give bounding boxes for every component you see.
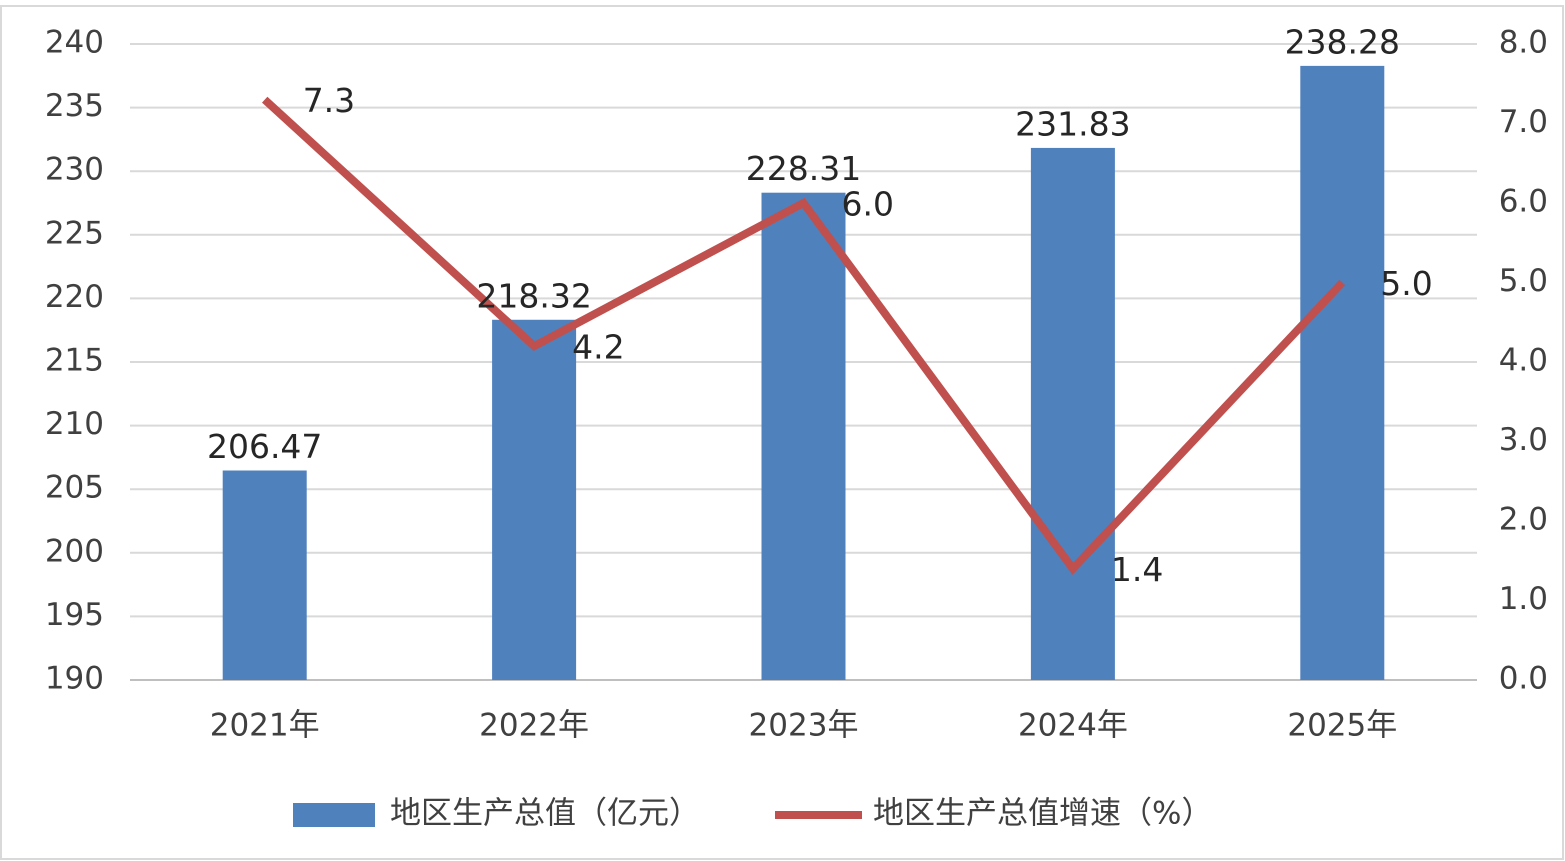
data-label: 218.32	[476, 276, 591, 315]
y-tick-label: 240	[45, 25, 104, 61]
data-label: 238.28	[1285, 22, 1400, 61]
x-tick-label: 2024年	[1018, 708, 1128, 744]
data-label: 228.31	[746, 149, 861, 188]
y2-tick-label: 1.0	[1499, 581, 1548, 617]
y2-tick-label: 8.0	[1499, 25, 1548, 61]
data-label: 7.3	[303, 81, 355, 120]
y2-tick-label: 5.0	[1499, 263, 1548, 299]
data-label: 5.0	[1380, 264, 1432, 303]
bar	[1030, 147, 1115, 681]
bar	[492, 319, 577, 680]
bar	[222, 470, 307, 680]
x-tick-label: 2021年	[210, 708, 320, 744]
x-tick-label: 2022年	[479, 708, 589, 744]
data-label: 206.47	[207, 427, 322, 466]
data-label: 4.2	[572, 328, 624, 367]
x-tick-label: 2023年	[749, 708, 859, 744]
bar	[1300, 65, 1385, 680]
y2-tick-label: 7.0	[1499, 104, 1548, 140]
y-tick-label: 190	[45, 661, 104, 697]
y2-tick-label: 0.0	[1499, 661, 1548, 697]
y-tick-label: 235	[45, 88, 104, 124]
line	[262, 96, 1346, 575]
y-tick-label: 220	[45, 279, 104, 315]
y-tick-label: 215	[45, 343, 104, 379]
y-tick-label: 200	[45, 533, 104, 569]
y2-tick-label: 6.0	[1499, 184, 1548, 220]
y2-tick-label: 2.0	[1499, 502, 1548, 538]
data-label: 6.0	[842, 185, 894, 224]
data-label: 231.83	[1015, 104, 1130, 143]
legend-swatch	[293, 803, 375, 827]
x-tick-label: 2025年	[1287, 708, 1397, 744]
legend-label: 地区生产总值增速（%）	[873, 796, 1212, 832]
legend-label: 地区生产总值（亿元）	[390, 796, 700, 832]
y-tick-label: 225	[45, 215, 104, 251]
y2-tick-label: 4.0	[1499, 343, 1548, 379]
y-tick-label: 205	[45, 470, 104, 506]
y2-tick-label: 3.0	[1499, 422, 1548, 458]
bar	[761, 192, 846, 681]
y-tick-label: 210	[45, 406, 104, 442]
y-tick-label: 195	[45, 597, 104, 633]
y-tick-label: 230	[45, 152, 104, 188]
data-label: 1.4	[1111, 550, 1163, 589]
